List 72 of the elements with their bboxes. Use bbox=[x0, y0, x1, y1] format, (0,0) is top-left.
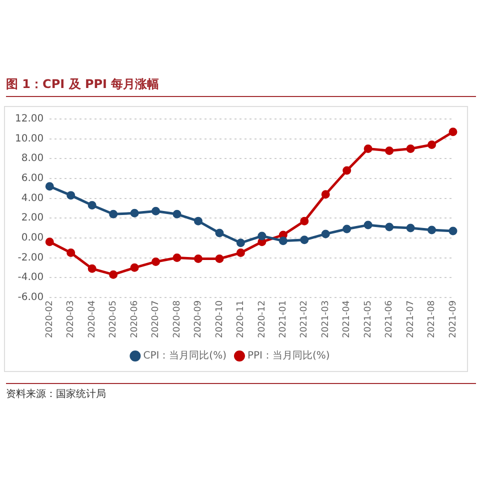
x-tick-label: 2021-07 bbox=[406, 300, 416, 338]
point bbox=[194, 216, 202, 226]
point bbox=[342, 166, 352, 175]
y-tick-label: -6.00 bbox=[18, 292, 44, 303]
x-tick-label: 2020-05 bbox=[108, 300, 119, 338]
y-tick-label: -2.00 bbox=[18, 252, 44, 264]
point bbox=[215, 254, 224, 263]
x-tick-label: 2020-02 bbox=[44, 300, 55, 338]
y-tick-label: 0.00 bbox=[21, 232, 44, 244]
x-tick-label: 2021-08 bbox=[427, 300, 438, 338]
point bbox=[321, 230, 330, 238]
y-tick-label: 12.00 bbox=[14, 114, 44, 125]
point bbox=[130, 263, 139, 272]
x-tick-label: 2020-11 bbox=[236, 300, 246, 338]
y-tick-label: 4.00 bbox=[21, 192, 44, 204]
y-tick-label: 10.00 bbox=[14, 133, 44, 144]
y-tick-label: 8.00 bbox=[21, 153, 44, 164]
point bbox=[428, 226, 436, 234]
x-tick-label: 2020-12 bbox=[257, 300, 268, 338]
x-tick-label: 2020-10 bbox=[214, 300, 225, 338]
point bbox=[236, 248, 245, 258]
x-tick-label: 2021-01 bbox=[278, 300, 289, 338]
point bbox=[364, 220, 372, 230]
x-tick-label: 2020-04 bbox=[87, 300, 98, 338]
point bbox=[258, 232, 266, 240]
point bbox=[172, 210, 182, 218]
x-tick-label: 2020-06 bbox=[130, 300, 140, 338]
point bbox=[428, 140, 436, 150]
legend-label: PPI：当月同比(%) bbox=[247, 350, 330, 362]
point bbox=[364, 144, 372, 153]
x-tick-label: 2021-04 bbox=[342, 300, 352, 338]
x-tick-label: 2021-06 bbox=[384, 300, 395, 338]
chart-title: 图 1：CPI 及 PPI 每月涨幅 bbox=[6, 76, 476, 97]
x-tick-label: 2021-09 bbox=[448, 300, 458, 338]
point bbox=[88, 200, 96, 210]
point bbox=[130, 208, 139, 218]
x-tick-label: 2020-09 bbox=[194, 300, 204, 338]
point bbox=[152, 257, 160, 266]
point bbox=[109, 210, 118, 218]
point bbox=[342, 224, 352, 234]
point bbox=[321, 190, 330, 199]
point bbox=[236, 238, 245, 248]
x-tick-label: 2021-05 bbox=[363, 300, 374, 338]
point bbox=[385, 222, 394, 232]
point bbox=[300, 216, 309, 226]
point bbox=[278, 236, 288, 246]
point bbox=[406, 224, 415, 232]
x-tick-label: 2021-03 bbox=[320, 300, 331, 338]
point bbox=[88, 264, 96, 273]
point bbox=[448, 226, 458, 236]
point bbox=[406, 144, 415, 153]
legend-label: CPI：当月同比(%) bbox=[143, 350, 227, 362]
point bbox=[448, 128, 458, 136]
point bbox=[45, 182, 54, 191]
point bbox=[152, 206, 160, 216]
point bbox=[66, 191, 76, 200]
point bbox=[385, 146, 394, 155]
y-tick-label: 2.00 bbox=[21, 212, 44, 224]
x-tick-label: 2020-08 bbox=[172, 300, 182, 338]
point bbox=[194, 254, 202, 263]
point bbox=[215, 228, 224, 238]
x-tick-label: 2021-02 bbox=[300, 300, 310, 338]
y-tick-label: -4.00 bbox=[18, 272, 44, 284]
point bbox=[45, 238, 54, 246]
point bbox=[172, 254, 182, 262]
text: 资料来源：国家统计局 bbox=[6, 383, 476, 401]
y-tick-label: 6.00 bbox=[21, 173, 44, 184]
x-tick-label: 2020-03 bbox=[66, 300, 76, 338]
x-tick-label: 2020-07 bbox=[151, 300, 162, 338]
point bbox=[300, 236, 309, 244]
point bbox=[66, 248, 76, 258]
point bbox=[109, 270, 118, 279]
